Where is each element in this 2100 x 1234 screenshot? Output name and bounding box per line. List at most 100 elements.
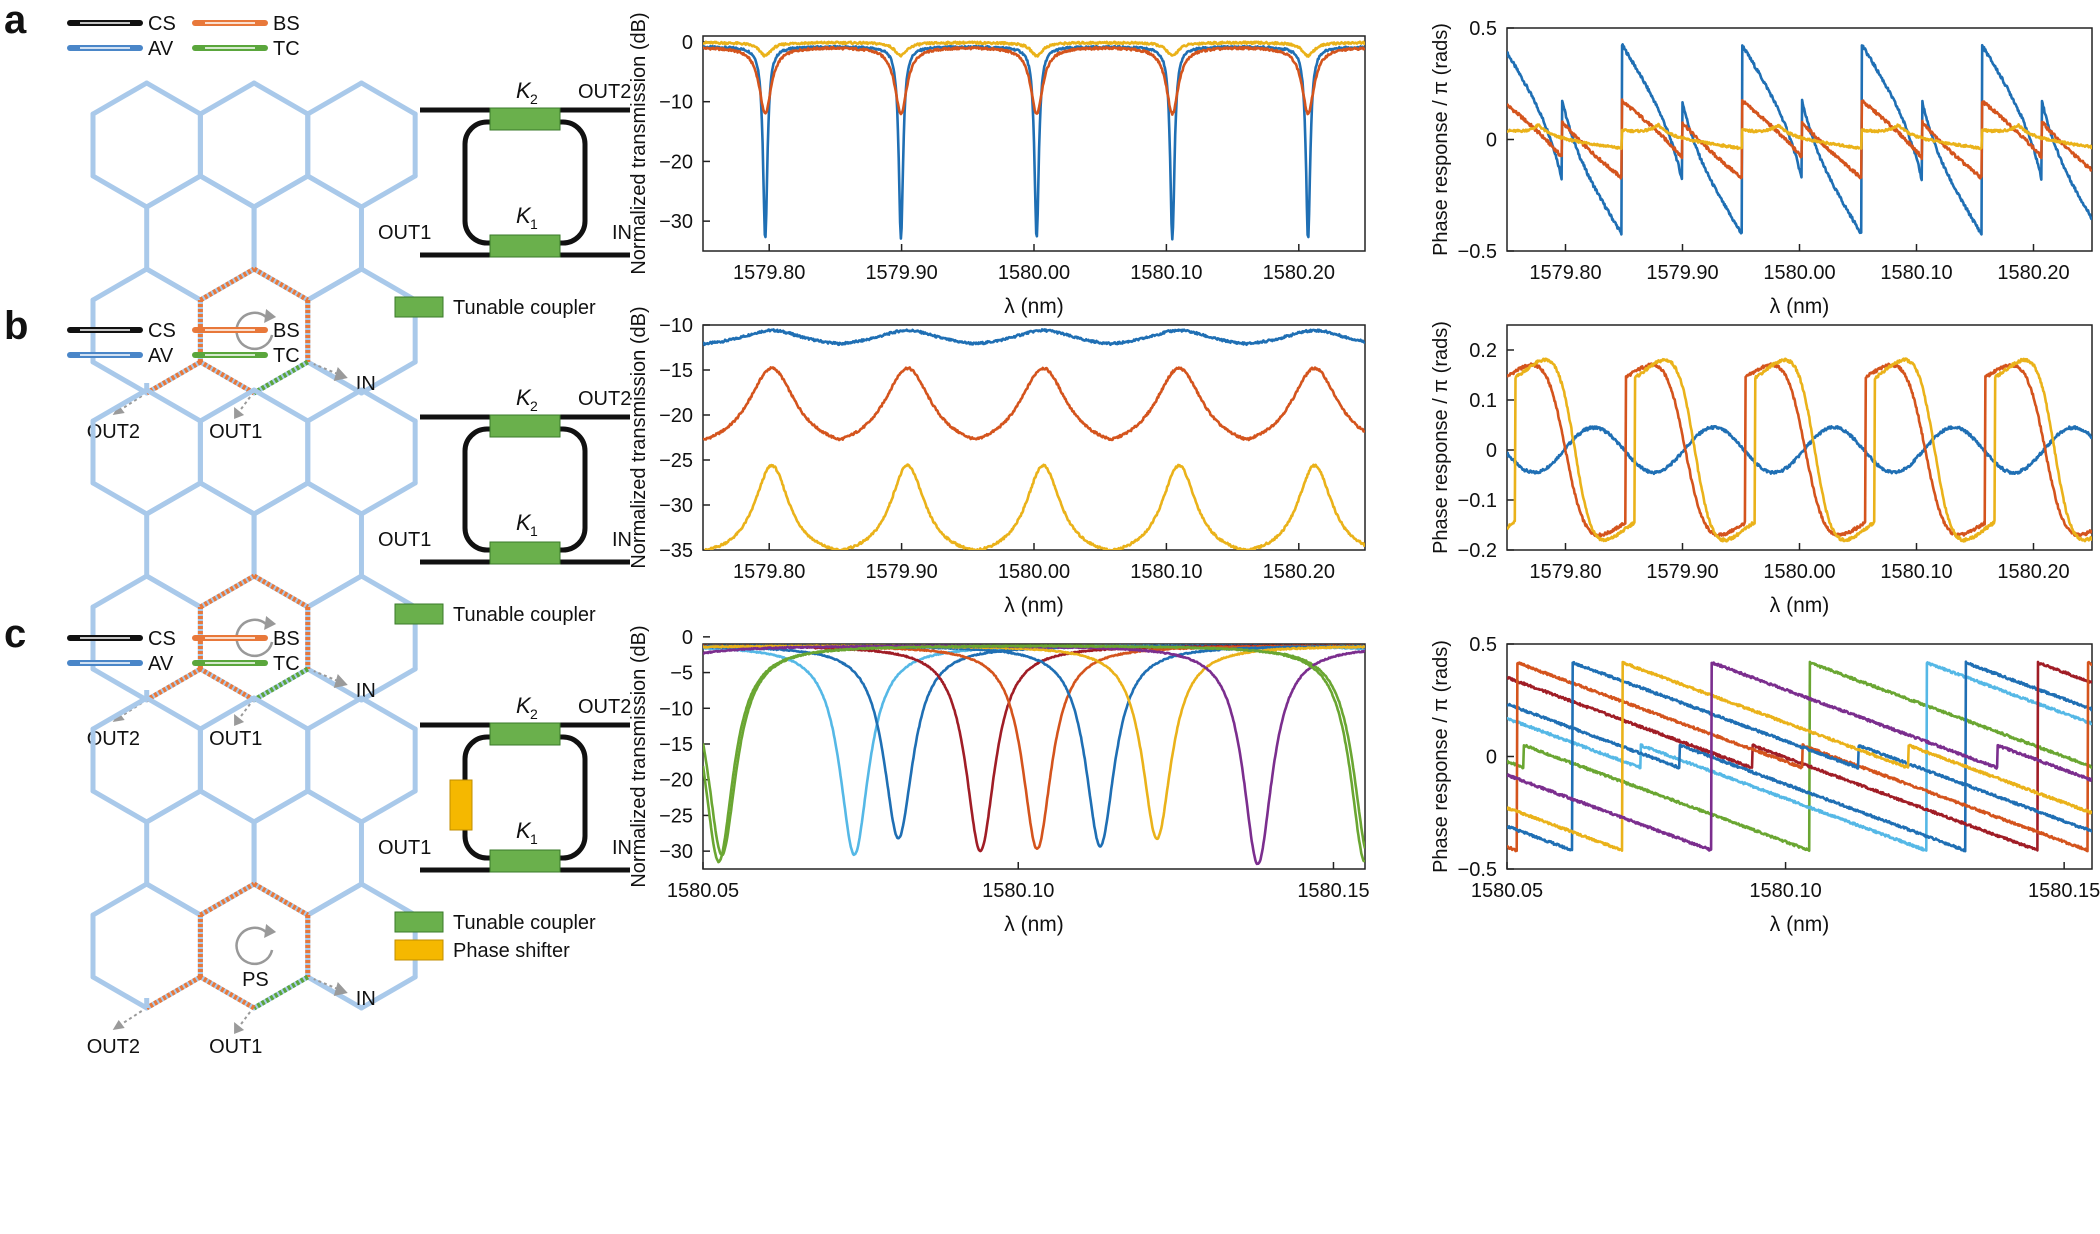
circuit-in-label: IN xyxy=(612,837,632,859)
y-tick-label: 0 xyxy=(682,627,693,649)
x-tick-label: 1580.10 xyxy=(1880,262,1952,284)
mesh-ring-segment xyxy=(199,881,256,918)
x-tick-label: 1580.10 xyxy=(1130,262,1202,284)
legend-label-bs: BS xyxy=(273,628,300,650)
series-line xyxy=(1507,660,2092,852)
legend-label-cs: CS xyxy=(148,320,176,342)
panel-letter-a: a xyxy=(4,0,27,42)
y-tick-label: −30 xyxy=(659,841,693,863)
series-group xyxy=(703,40,1365,241)
x-axis-label: λ (nm) xyxy=(1770,594,1830,617)
tunable-coupler-k2 xyxy=(489,722,561,746)
x-tick-label: 1579.90 xyxy=(865,561,937,583)
series-line xyxy=(1507,660,2092,853)
y-tick-label: −25 xyxy=(659,805,693,827)
x-tick-label: 1580.20 xyxy=(1997,561,2069,583)
series-line xyxy=(1507,357,2092,543)
legend-coupler-swatch xyxy=(394,911,444,933)
series-line xyxy=(703,463,1365,550)
legend-label-bs: BS xyxy=(273,13,300,35)
out2-arrow-icon xyxy=(112,1020,125,1030)
mesh-ring-segment xyxy=(252,666,310,703)
legend-label-av: AV xyxy=(148,345,174,367)
chart-a-transmission: 1579.80 1579.90 1580.00 1580.10 1580.20 0 −10 −… xyxy=(628,12,1366,318)
series-line xyxy=(1507,122,2092,151)
series-line xyxy=(1507,660,2092,852)
mesh-ring-segment xyxy=(252,266,310,303)
x-axis-label: λ (nm) xyxy=(1004,295,1064,318)
legend-coupler-swatch xyxy=(394,296,444,318)
y-tick-label: −35 xyxy=(659,540,693,562)
k1-label: K xyxy=(516,818,532,843)
x-tick-label: 1580.20 xyxy=(1263,262,1335,284)
circulation-arrow-icon xyxy=(235,926,274,966)
chart-b-transmission: 1579.80 1579.90 1580.00 1580.10 1580.20 −10 −1… xyxy=(628,306,1366,617)
legend-coupler-label: Tunable coupler xyxy=(453,297,596,319)
series-line xyxy=(1507,362,2092,538)
x-tick-label: 1579.90 xyxy=(1646,262,1718,284)
k1-label: K xyxy=(516,510,532,535)
series-line xyxy=(1507,43,2092,236)
legend-coupler-swatch xyxy=(394,603,444,625)
chart-a-phase: 1579.80 1579.90 1580.00 1580.10 1580.20 0.5 0 −… xyxy=(1430,18,2093,318)
x-tick-label: 1580.00 xyxy=(998,262,1070,284)
y-tick-label: −30 xyxy=(659,495,693,517)
in-arrow-icon xyxy=(333,674,348,688)
k1-subscript: 1 xyxy=(530,216,538,232)
k2-label: K xyxy=(516,78,532,103)
mesh-ring-segment xyxy=(252,974,310,1011)
mesh-out1-label: OUT1 xyxy=(209,728,262,750)
legend-phase-shifter-label: Phase shifter xyxy=(453,940,570,962)
plot-area xyxy=(1506,643,2093,870)
circuit-in-label: IN xyxy=(612,529,632,551)
legend-coupler-label: Tunable coupler xyxy=(453,912,596,934)
y-axis-label: Phase response / π (rads) xyxy=(1430,640,1452,873)
series-group xyxy=(1507,660,2092,853)
plot-area xyxy=(1506,324,2093,551)
series-line xyxy=(1507,660,2092,852)
circulation-arrow-icon xyxy=(235,618,274,658)
y-tick-label: 0 xyxy=(1486,440,1497,462)
x-tick-label: 1580.10 xyxy=(1880,561,1952,583)
x-tick-label: 1579.80 xyxy=(733,262,805,284)
series-line xyxy=(1507,661,2092,852)
tunable-coupler-k2 xyxy=(489,107,561,131)
chart-c-transmission: 1580.05 1580.10 1580.15 0 −5 −10 −15 −20 −25 −30 λ… xyxy=(628,625,1370,936)
y-tick-label: −10 xyxy=(659,698,693,720)
in-arrow-icon xyxy=(333,982,348,996)
series-group xyxy=(1507,43,2092,236)
y-axis-label: Normalized transmission (dB) xyxy=(628,625,650,887)
mesh-panel-c: CS BS AV TC OUT2 OUT1 IN PS xyxy=(67,628,418,1058)
legend-label-tc: TC xyxy=(273,38,300,60)
y-tick-label: −20 xyxy=(659,151,693,173)
y-axis-label: Phase response / π (rads) xyxy=(1430,321,1452,554)
x-tick-label: 1580.10 xyxy=(982,880,1054,902)
x-tick-label: 1579.80 xyxy=(1529,262,1601,284)
mesh-ring-segment xyxy=(199,666,256,703)
series-line xyxy=(703,40,1365,58)
mesh-ring-segment xyxy=(252,881,310,918)
x-tick-label: 1580.20 xyxy=(1997,262,2069,284)
legend-label-tc: TC xyxy=(273,345,300,367)
k2-label: K xyxy=(516,693,532,718)
k1-subscript: 1 xyxy=(530,523,538,539)
y-tick-label: 0.5 xyxy=(1469,634,1497,656)
x-tick-label: 1580.10 xyxy=(1130,561,1202,583)
x-axis-label: λ (nm) xyxy=(1004,913,1064,936)
y-tick-label: 0 xyxy=(682,32,693,54)
mesh-ring-segment xyxy=(199,359,256,396)
x-tick-label: 1579.80 xyxy=(1529,561,1601,583)
y-tick-label: −15 xyxy=(659,360,693,382)
y-tick-label: 0.5 xyxy=(1469,18,1497,40)
legend-label-cs: CS xyxy=(148,13,176,35)
panel-letter-b: b xyxy=(4,304,29,348)
mesh-ps-label: PS xyxy=(242,969,269,991)
y-tick-label: −0.5 xyxy=(1458,859,1497,881)
legend-coupler-label: Tunable coupler xyxy=(453,604,596,626)
x-tick-label: 1580.15 xyxy=(2028,880,2100,902)
series-line xyxy=(703,366,1365,442)
series-line xyxy=(1507,661,2092,852)
